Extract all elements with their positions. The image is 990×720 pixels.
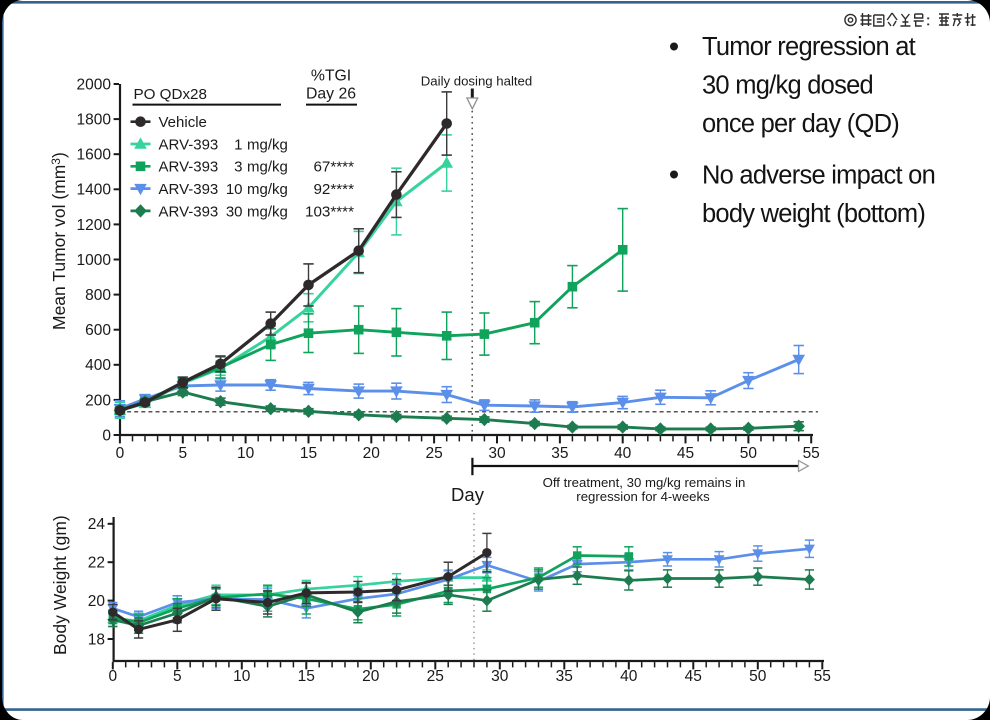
- svg-text:ARV-393: ARV-393: [159, 136, 219, 153]
- svg-text:15: 15: [298, 668, 315, 685]
- svg-text:mg/kg: mg/kg: [247, 181, 288, 198]
- svg-text:67****: 67****: [313, 159, 354, 176]
- svg-text:10: 10: [226, 181, 243, 198]
- svg-text:Vehicle: Vehicle: [159, 114, 207, 131]
- svg-text:35: 35: [556, 668, 573, 685]
- svg-text:55: 55: [814, 668, 831, 685]
- svg-text:50: 50: [749, 668, 767, 685]
- svg-text:24: 24: [88, 516, 106, 533]
- svg-text:%TGI: %TGI: [311, 68, 351, 85]
- svg-text:18: 18: [88, 631, 105, 648]
- svg-text:regression for 4-weeks: regression for 4-weeks: [576, 489, 710, 504]
- svg-text:1600: 1600: [77, 147, 112, 164]
- svg-text:15: 15: [300, 445, 317, 462]
- svg-text:22: 22: [88, 555, 105, 572]
- svg-text:Off treatment, 30 mg/kg remain: Off treatment, 30 mg/kg remains in: [543, 475, 746, 490]
- svg-text:40: 40: [620, 668, 638, 685]
- svg-text:800: 800: [85, 287, 111, 304]
- svg-text:ARV-393: ARV-393: [159, 159, 219, 176]
- svg-text:Mean Tumor vol (mm3): Mean Tumor vol (mm3): [49, 152, 69, 330]
- svg-text:mg/kg: mg/kg: [247, 203, 288, 220]
- svg-text:1: 1: [234, 136, 242, 153]
- svg-text:20: 20: [88, 593, 106, 610]
- svg-text:10: 10: [237, 445, 255, 462]
- svg-text:25: 25: [427, 668, 444, 685]
- svg-text:25: 25: [425, 445, 442, 462]
- svg-text:5: 5: [178, 445, 187, 462]
- svg-text:once per day (QD): once per day (QD): [702, 110, 899, 138]
- svg-text:Body Weight (gm): Body Weight (gm): [50, 515, 70, 655]
- svg-text:Daily dosing halted: Daily dosing halted: [421, 74, 532, 89]
- svg-text:30 mg/kg dosed: 30 mg/kg dosed: [702, 72, 873, 100]
- svg-text:PO QDx28: PO QDx28: [134, 86, 207, 103]
- svg-text:ARV-393: ARV-393: [159, 181, 219, 198]
- svg-text:200: 200: [85, 392, 111, 409]
- svg-text:mg/kg: mg/kg: [247, 136, 288, 153]
- svg-text:5: 5: [173, 668, 182, 685]
- svg-text:55: 55: [803, 445, 820, 462]
- svg-text:0: 0: [102, 427, 111, 444]
- svg-text:45: 45: [677, 445, 694, 462]
- svg-text:20: 20: [362, 668, 380, 685]
- svg-text:0: 0: [116, 445, 125, 462]
- svg-text:92****: 92****: [313, 181, 354, 198]
- svg-text:3: 3: [234, 159, 242, 176]
- svg-text:103****: 103****: [305, 203, 354, 220]
- svg-text:1200: 1200: [77, 217, 112, 234]
- svg-text:45: 45: [685, 668, 702, 685]
- svg-text:No adverse impact on: No adverse impact on: [702, 162, 935, 190]
- svg-text:600: 600: [85, 322, 111, 339]
- svg-text:0: 0: [108, 668, 117, 685]
- svg-text:30: 30: [488, 445, 506, 462]
- svg-text:40: 40: [614, 445, 632, 462]
- svg-text:1400: 1400: [77, 182, 112, 199]
- svg-text:Day: Day: [451, 484, 485, 505]
- svg-text:400: 400: [85, 357, 111, 374]
- svg-text:Tumor regression at: Tumor regression at: [702, 33, 916, 61]
- svg-text:1000: 1000: [77, 252, 112, 269]
- svg-text:20: 20: [363, 445, 381, 462]
- svg-text:body weight (bottom): body weight (bottom): [702, 200, 925, 228]
- svg-text:ARV-393: ARV-393: [159, 203, 219, 220]
- svg-text:35: 35: [551, 445, 568, 462]
- svg-text:2000: 2000: [77, 76, 112, 93]
- svg-text:50: 50: [740, 445, 758, 462]
- svg-text:1800: 1800: [77, 112, 112, 129]
- svg-text:mg/kg: mg/kg: [247, 159, 288, 176]
- svg-text:Day 26: Day 26: [306, 86, 356, 103]
- svg-text:30: 30: [226, 203, 243, 220]
- svg-text:10: 10: [233, 668, 251, 685]
- svg-text:30: 30: [491, 668, 509, 685]
